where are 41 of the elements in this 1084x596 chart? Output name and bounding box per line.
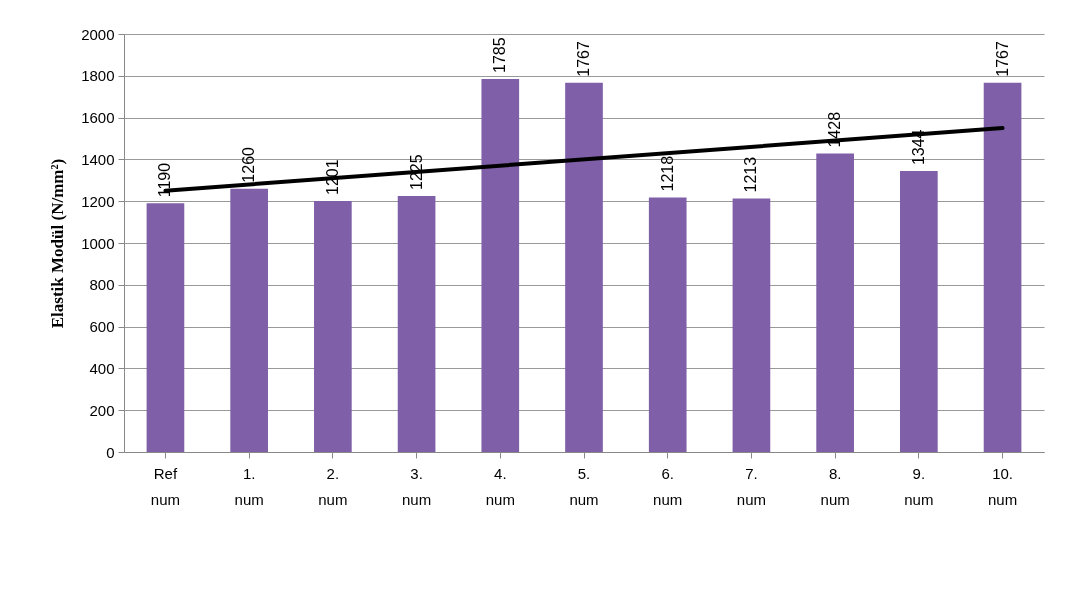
data-label: 1213 bbox=[742, 156, 760, 193]
data-label: 1218 bbox=[658, 155, 676, 192]
bar bbox=[983, 82, 1022, 452]
x-tick-label: 6. num bbox=[653, 464, 683, 508]
y-tick-label: 1600 bbox=[81, 109, 115, 127]
x-tick-label: 9. num bbox=[904, 464, 934, 508]
x-tick-label: Ref num bbox=[150, 464, 181, 508]
bar bbox=[565, 82, 603, 452]
y-axis-title: Elastik Modül (N/mm²) bbox=[48, 158, 68, 329]
y-tick-label: 400 bbox=[89, 359, 115, 377]
x-tick-label: 5. num bbox=[569, 464, 599, 508]
y-tick-label: 1200 bbox=[81, 192, 115, 210]
x-tick-label: 10. num bbox=[987, 464, 1018, 508]
data-label: 1767 bbox=[575, 41, 592, 77]
bar bbox=[816, 153, 854, 452]
bar bbox=[397, 195, 436, 452]
x-tick-label: 1. num bbox=[234, 464, 264, 508]
y-tick-label: 200 bbox=[89, 401, 115, 419]
bar bbox=[648, 197, 687, 452]
x-tick-label: 3. num bbox=[401, 464, 432, 508]
data-label: 1190 bbox=[156, 162, 174, 198]
data-label: 1785 bbox=[491, 37, 509, 73]
data-label: 1767 bbox=[993, 41, 1011, 77]
x-tick-label: 4. num bbox=[485, 464, 515, 508]
y-tick-label: 600 bbox=[89, 318, 115, 336]
y-tick-label: 2000 bbox=[81, 25, 115, 43]
data-label: 1260 bbox=[240, 146, 258, 183]
bar bbox=[900, 171, 938, 452]
bar bbox=[732, 198, 771, 452]
x-tick-label: 7. num bbox=[736, 464, 767, 508]
y-tick-label: 800 bbox=[89, 276, 115, 294]
bar bbox=[481, 78, 520, 452]
x-tick-label: 2. num bbox=[318, 464, 348, 508]
bar bbox=[314, 200, 352, 452]
y-tick-label: 0 bbox=[106, 443, 115, 461]
bar bbox=[146, 203, 185, 452]
y-tick-label: 1800 bbox=[81, 67, 115, 85]
y-tick-label: 1000 bbox=[81, 234, 115, 252]
y-tick-label: 1400 bbox=[81, 150, 115, 168]
x-tick-label: 8. num bbox=[820, 464, 850, 508]
bar bbox=[230, 188, 268, 452]
